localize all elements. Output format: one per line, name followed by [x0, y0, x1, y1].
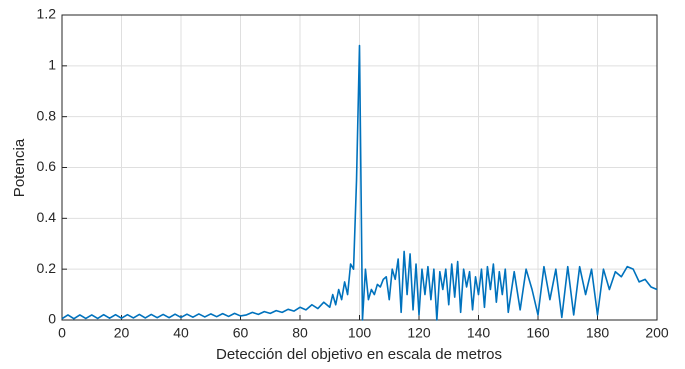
x-tick-label: 120 — [407, 325, 431, 341]
x-tick-label: 100 — [348, 325, 372, 341]
y-tick-label: 0.4 — [37, 209, 57, 225]
y-tick-label: 0.2 — [37, 260, 57, 276]
x-tick-label: 180 — [586, 325, 610, 341]
y-tick-label: 0 — [48, 311, 56, 327]
y-tick-label: 0.6 — [37, 158, 57, 174]
x-tick-label: 20 — [114, 325, 130, 341]
x-tick-label: 80 — [292, 325, 308, 341]
data-line — [61, 44, 658, 321]
x-axis-label: Detección del objetivo en escala de metr… — [216, 346, 502, 363]
y-tick-label: 0.8 — [37, 107, 57, 123]
x-tick-label: 160 — [526, 325, 550, 341]
x-tick-label: 140 — [467, 325, 491, 341]
y-tick-label: 1.2 — [37, 6, 57, 22]
x-tick-label: 0 — [58, 325, 66, 341]
x-tick-label: 60 — [233, 325, 249, 341]
x-tick-label: 40 — [173, 325, 189, 341]
y-tick-label: 1 — [48, 57, 56, 73]
y-axis-label: Potencia — [11, 138, 28, 197]
plot-frame — [61, 14, 658, 321]
x-tick-label: 200 — [645, 325, 669, 341]
